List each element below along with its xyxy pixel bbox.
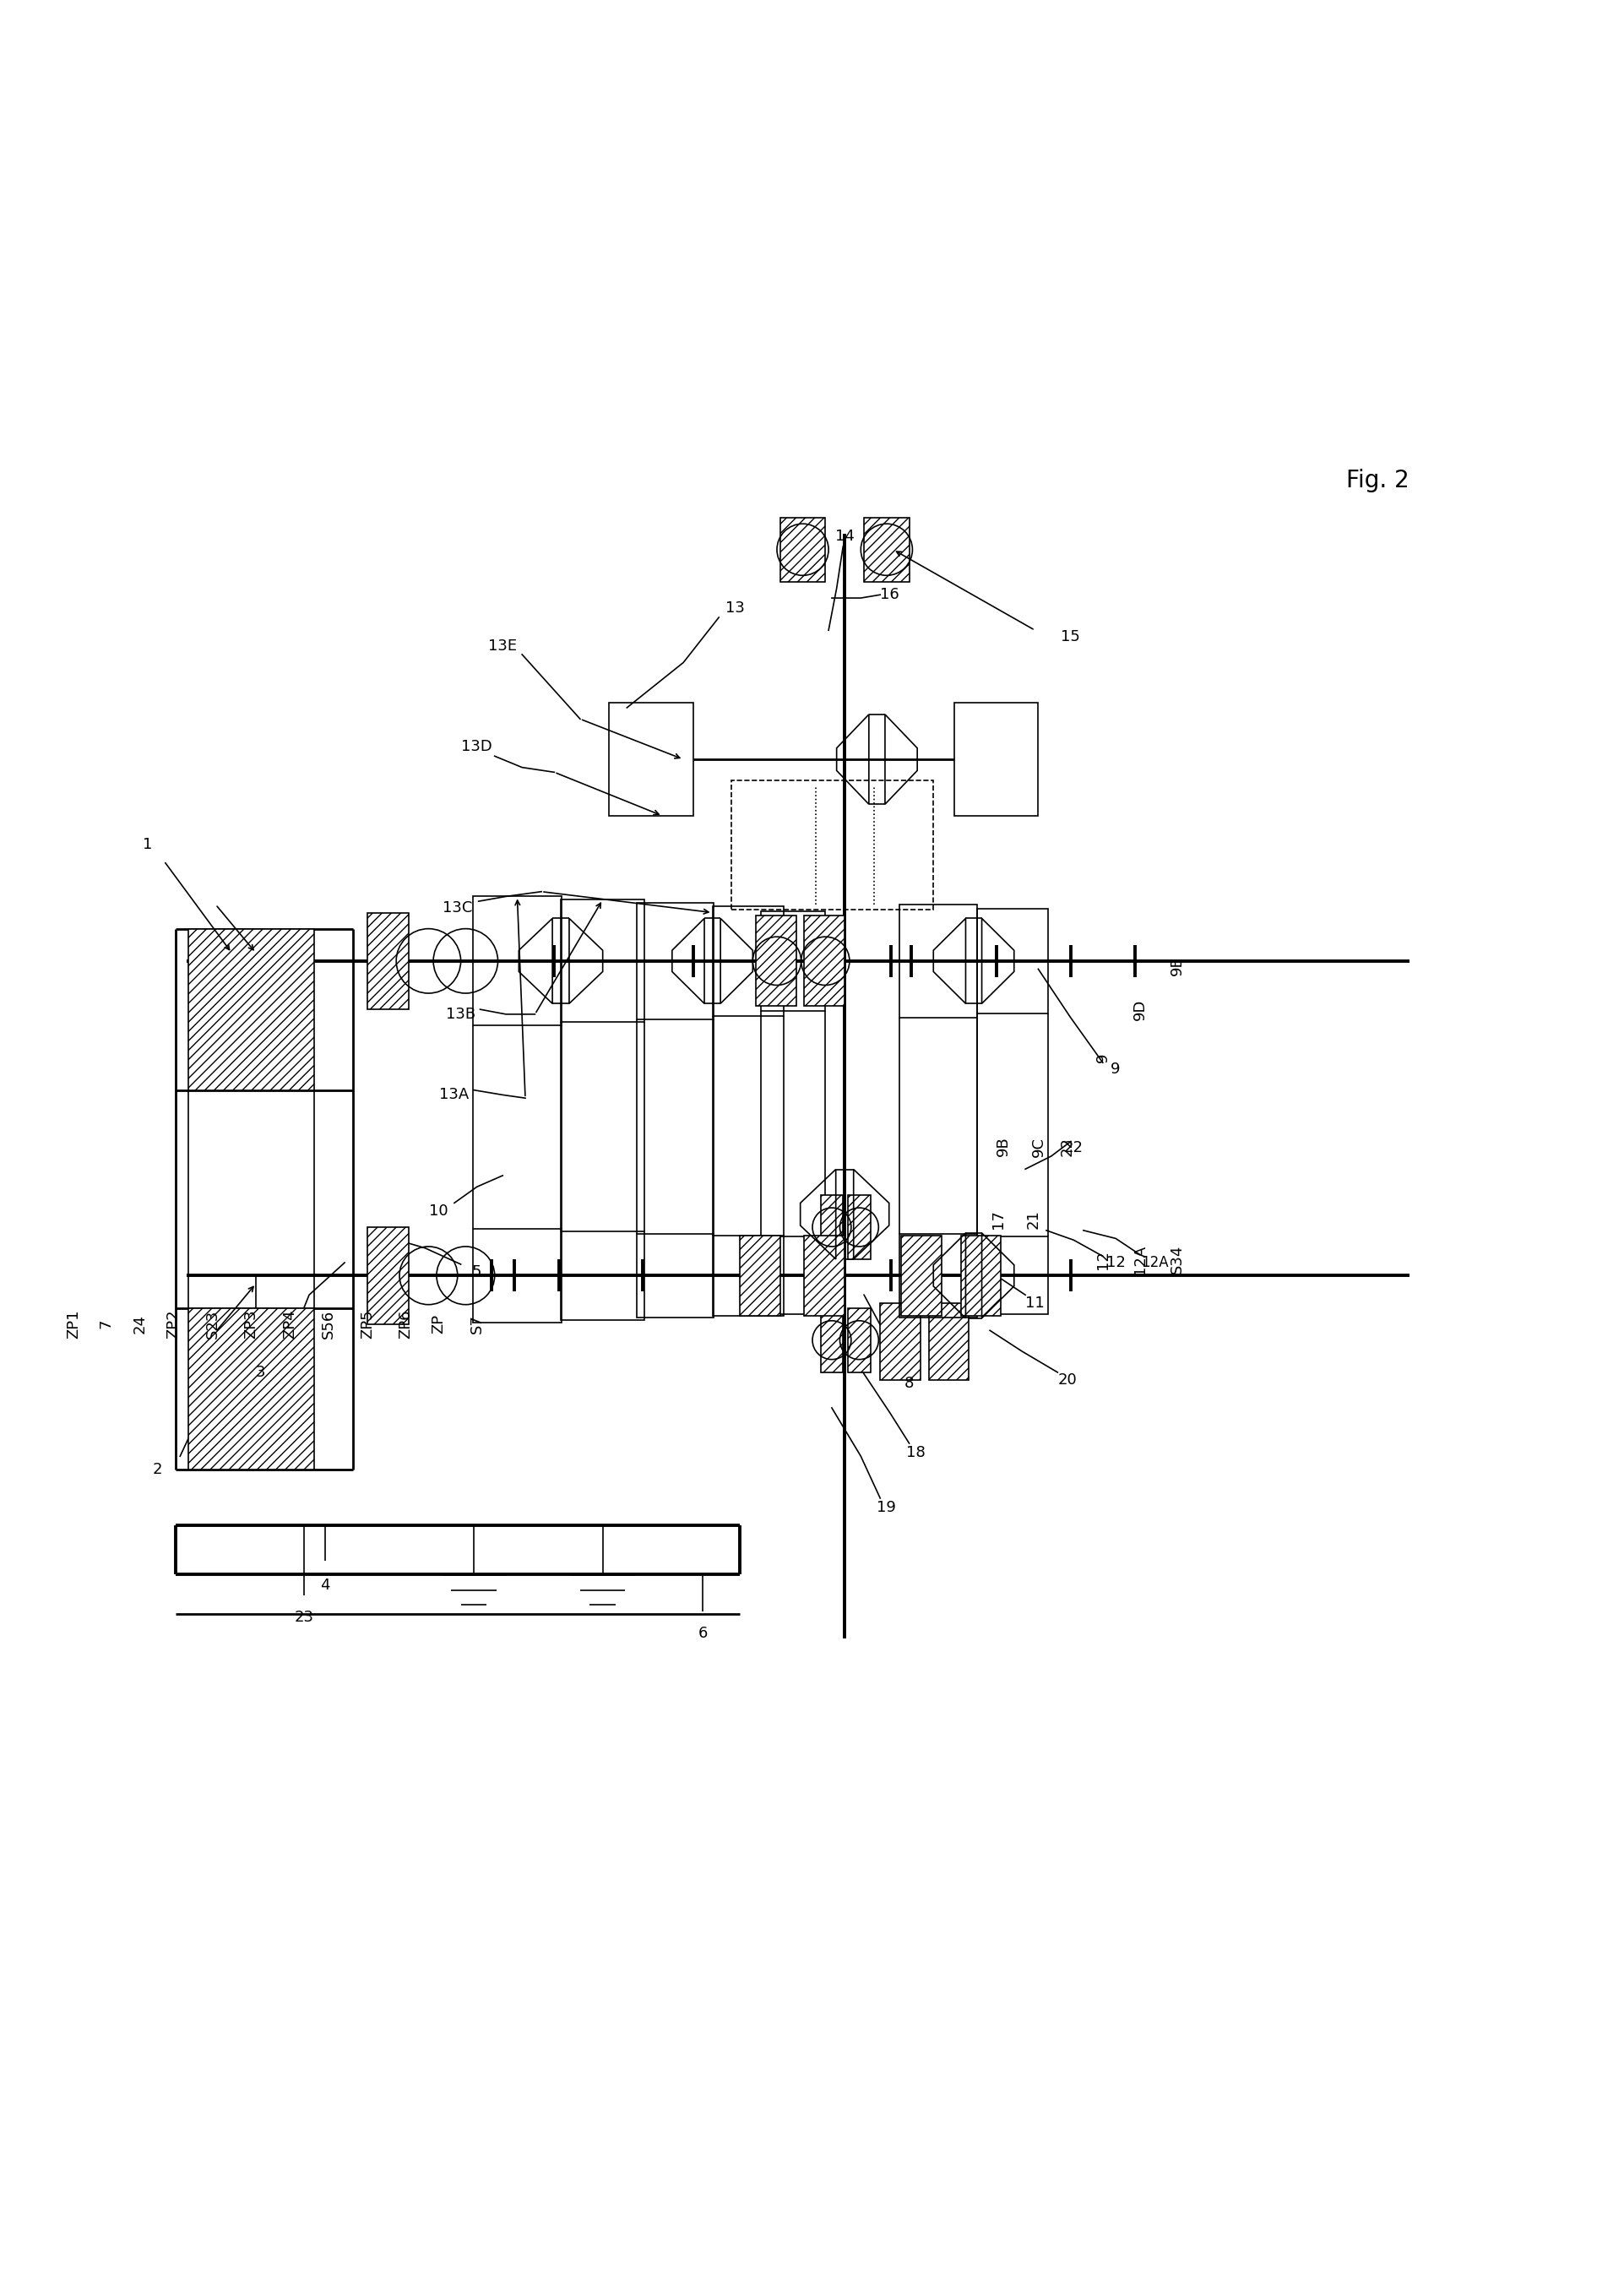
Bar <box>609 704 693 816</box>
Text: ZP3: ZP3 <box>244 1309 258 1339</box>
Bar <box>739 1236 780 1316</box>
Text: 12A: 12A <box>1132 1245 1147 1275</box>
Bar <box>473 1229 562 1323</box>
Text: 13C: 13C <box>442 901 473 915</box>
Bar <box>188 1307 313 1470</box>
Bar <box>960 1236 1000 1316</box>
Text: 20: 20 <box>1057 1374 1077 1387</box>
Bar <box>953 704 1038 816</box>
Text: 2: 2 <box>153 1461 162 1477</box>
Bar <box>848 1195 870 1259</box>
Bar <box>367 1227 409 1323</box>
Text: 13: 13 <box>724 601 744 615</box>
Text: ZP1: ZP1 <box>67 1309 81 1339</box>
Bar <box>473 897 562 1025</box>
Text: 15: 15 <box>1060 628 1080 644</box>
Text: 9D: 9D <box>1132 1000 1147 1020</box>
Text: ZP6: ZP6 <box>398 1309 412 1339</box>
Bar <box>820 1307 843 1371</box>
Text: S23: S23 <box>205 1309 219 1339</box>
Bar <box>864 518 909 582</box>
Text: 19: 19 <box>877 1500 896 1516</box>
Text: S7: S7 <box>469 1314 484 1335</box>
Text: 18: 18 <box>906 1445 924 1461</box>
Text: 21: 21 <box>1025 1208 1041 1229</box>
Bar <box>760 1236 825 1314</box>
Text: 13B: 13B <box>445 1007 476 1023</box>
Text: 7: 7 <box>97 1318 114 1330</box>
Text: 23: 23 <box>294 1610 313 1626</box>
Text: ZP5: ZP5 <box>359 1309 375 1339</box>
Text: 6: 6 <box>698 1626 706 1642</box>
Text: 22: 22 <box>1059 1137 1075 1156</box>
Bar <box>637 1234 713 1318</box>
Text: 9B: 9B <box>994 1137 1010 1156</box>
Text: 13E: 13E <box>489 640 516 654</box>
Bar <box>901 1236 940 1316</box>
Text: 12: 12 <box>1095 1250 1109 1268</box>
Bar <box>367 913 409 1009</box>
Bar <box>711 906 783 1016</box>
Bar <box>976 1236 1047 1314</box>
Text: 9: 9 <box>1095 1052 1109 1062</box>
Text: ZP2: ZP2 <box>166 1309 182 1339</box>
Text: 16: 16 <box>880 587 900 603</box>
Text: ZP4: ZP4 <box>283 1309 297 1339</box>
Text: 3: 3 <box>255 1364 265 1380</box>
Bar <box>188 929 313 1089</box>
Bar <box>900 1234 976 1318</box>
Text: 14: 14 <box>835 530 854 543</box>
Text: ZP: ZP <box>430 1314 445 1335</box>
Bar <box>848 1307 870 1371</box>
Bar <box>560 1231 645 1321</box>
Bar <box>927 1302 968 1380</box>
Text: Fig. 2: Fig. 2 <box>1345 470 1408 493</box>
Text: 5: 5 <box>473 1266 481 1279</box>
Bar <box>731 780 932 910</box>
Text: 22: 22 <box>1064 1140 1083 1156</box>
Bar <box>900 903 976 1018</box>
Text: 1: 1 <box>143 837 153 853</box>
Text: 13D: 13D <box>461 738 492 754</box>
Bar <box>820 1195 843 1259</box>
Text: 8: 8 <box>905 1376 914 1392</box>
Bar <box>637 903 713 1018</box>
Text: 10: 10 <box>429 1204 448 1218</box>
Text: 24: 24 <box>132 1314 148 1335</box>
Text: 17: 17 <box>989 1208 1005 1229</box>
Text: 4: 4 <box>320 1578 330 1594</box>
Text: 9C: 9C <box>1030 1137 1046 1156</box>
Text: S34: S34 <box>1169 1245 1184 1275</box>
Bar <box>780 518 825 582</box>
Bar <box>804 915 844 1007</box>
Text: 12A: 12A <box>1140 1254 1168 1270</box>
Bar <box>880 1302 921 1380</box>
Bar <box>760 910 825 1011</box>
Text: 12: 12 <box>1106 1254 1125 1270</box>
Bar <box>711 1236 783 1316</box>
Bar <box>976 908 1047 1014</box>
Bar <box>560 899 645 1023</box>
Text: 9E: 9E <box>1169 956 1184 975</box>
Text: S56: S56 <box>320 1309 336 1339</box>
Text: 11: 11 <box>1025 1296 1044 1312</box>
Text: 13A: 13A <box>438 1087 469 1103</box>
Bar <box>755 915 796 1007</box>
Bar <box>804 1236 844 1316</box>
Text: 9: 9 <box>1111 1062 1121 1078</box>
